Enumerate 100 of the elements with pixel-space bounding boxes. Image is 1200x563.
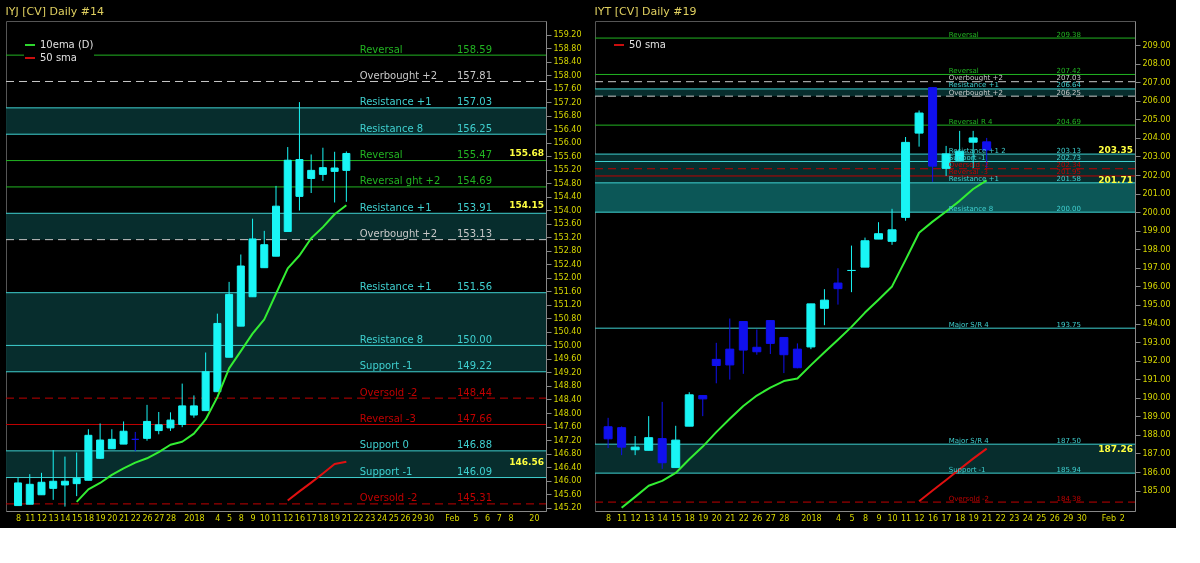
ref-line-label: Support 0 (359, 439, 409, 451)
y-tick-label: 152.00 (553, 273, 582, 283)
candlestick (318, 147, 327, 182)
y-tick-label: 154.80 (553, 178, 582, 188)
candlestick (14, 477, 23, 507)
y-tick-label: 193.00 (1142, 337, 1171, 347)
y-tick-label: 152.40 (553, 259, 582, 269)
y-tick-label: 150.80 (553, 313, 582, 323)
y-tick-label: 202.00 (1142, 170, 1171, 180)
y-tick-label: 189.00 (1142, 411, 1171, 421)
y-tick-label: 187.00 (1142, 448, 1171, 458)
candlestick (819, 288, 829, 326)
y-tick-label: 204.00 (1142, 133, 1171, 143)
x-tick-label: 22 (995, 513, 1006, 523)
x-tick-label: 13 (644, 513, 655, 523)
x-tick-label: 29 (1063, 513, 1074, 523)
candlestick (617, 425, 627, 456)
x-tick-label: 4 (215, 513, 221, 523)
x-tick-label: 23 (365, 513, 376, 523)
y-tick-label: 207.00 (1142, 77, 1171, 87)
x-tick-label: 20 (711, 513, 722, 523)
candlestick (941, 145, 951, 177)
line-series (918, 447, 988, 503)
candlestick (154, 411, 163, 435)
y-tick-label: 151.20 (553, 300, 582, 310)
ref-line-label: Reversal ght +2 (359, 175, 441, 187)
x-tick-label: 26 (142, 513, 153, 523)
annotation: 157.81 (457, 69, 492, 81)
x-tick-label: 28 (165, 513, 177, 523)
x-tick-label: 23 (1009, 513, 1020, 523)
candlestick (189, 394, 198, 419)
line-series (620, 179, 988, 509)
x-tick-label: 8 (15, 513, 22, 523)
x-tick-label: 26 (400, 513, 411, 523)
ref-line-label: Resistance +1 (359, 201, 432, 213)
annotation: 201.71 (1098, 175, 1133, 186)
y-tick-label: 156.80 (553, 111, 582, 121)
y-tick-label: 152.80 (553, 246, 582, 256)
chart-title: IYJ [CV] Daily #14 (5, 5, 105, 18)
annotation: 150.00 (457, 333, 492, 345)
x-tick-label: 20 (529, 513, 540, 523)
candlestick (107, 428, 116, 450)
x-tick-label: 11 (900, 513, 912, 523)
x-tick-label: 4 (835, 513, 842, 523)
candlestick (833, 267, 843, 306)
annotation: 155.47 (457, 149, 492, 161)
x-tick-label: 15 (72, 513, 83, 523)
candlestick (644, 415, 654, 451)
candlestick (25, 473, 34, 505)
candlestick (260, 230, 269, 269)
candlestick (37, 472, 46, 496)
annotation: 158.59 (457, 43, 492, 55)
candlestick (792, 342, 802, 369)
y-tick-label: 150.40 (553, 327, 582, 337)
x-tick-label: 9 (876, 513, 882, 523)
x-tick-label: Feb (445, 513, 460, 523)
y-tick-label: 159.20 (553, 30, 582, 40)
x-tick-label: 14 (60, 513, 71, 523)
y-tick-label: 196.00 (1142, 281, 1171, 291)
y-tick-label: 158.40 (553, 57, 582, 67)
annotation: 154.69 (457, 175, 492, 187)
x-tick-label: 21 (725, 513, 736, 523)
annotation: 157.03 (457, 96, 492, 108)
y-tick-label: 200.00 (1142, 207, 1171, 217)
x-tick-label: 26 (1049, 513, 1060, 523)
x-tick-label: 30 (423, 513, 435, 523)
y-tick-label: 157.60 (553, 84, 582, 94)
y-tick-label: 201.00 (1142, 189, 1171, 199)
annotation: 187.26 (1098, 443, 1133, 454)
annotation: 153.91 (457, 201, 492, 213)
annotation: 151.56 (457, 281, 492, 293)
annotation: 146.88 (457, 439, 492, 451)
y-tick-label: 157.20 (553, 97, 582, 107)
x-tick-label: 11 (25, 513, 36, 523)
x-tick-label: 17 (941, 513, 952, 523)
x-tick-label: 20 (107, 513, 118, 523)
ref-line-label: Reversal -3 (359, 412, 416, 424)
x-tick-label: 29 (412, 513, 423, 523)
line-series (286, 460, 348, 502)
y-tick-label: 146.40 (553, 462, 582, 472)
x-tick-label: 18 (83, 513, 94, 523)
y-tick-label: 149.20 (553, 367, 582, 377)
annotation: 203.35 (1098, 145, 1133, 155)
y-tick-label: 156.40 (553, 124, 582, 134)
x-tick-label: 6 (485, 513, 491, 523)
candlestick (725, 318, 735, 381)
y-tick-label: 194.00 (1142, 319, 1171, 329)
y-tick-label: 153.20 (553, 232, 582, 242)
ref-line-label: Resistance +1 (359, 96, 432, 108)
x-tick-label: 19 (968, 513, 979, 523)
y-tick-label: 145.60 (553, 489, 582, 499)
y-tick-label: 149.60 (553, 354, 582, 364)
y-tick-label: 188.00 (1142, 430, 1171, 440)
ref-line-label: Overbought +2 (359, 69, 438, 81)
x-tick-label: 22 (738, 513, 749, 523)
y-tick-label: 146.80 (553, 449, 582, 459)
candlestick (711, 342, 721, 384)
y-tick-label: 156.00 (553, 138, 582, 148)
y-tick-label: 190.00 (1142, 393, 1171, 403)
y-tick-label: 155.60 (553, 151, 582, 161)
